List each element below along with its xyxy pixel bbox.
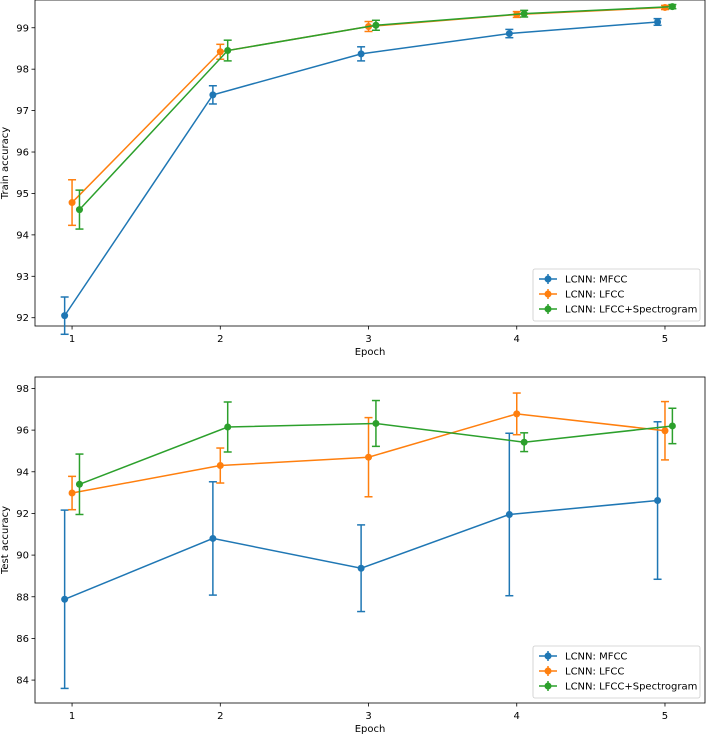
legend-entry: LCNN: MFCC bbox=[565, 652, 627, 663]
y-tick-label: 90 bbox=[16, 551, 29, 562]
x-axis-label: Epoch bbox=[355, 724, 386, 734]
series-1 bbox=[68, 3, 669, 227]
legend: LCNN: MFCC LCNN: LFCC LCNN: LFCC+Spectrogr… bbox=[532, 645, 701, 699]
x-tick-label: 3 bbox=[365, 334, 371, 345]
data-point bbox=[216, 48, 224, 56]
data-point bbox=[505, 510, 513, 518]
data-point bbox=[654, 18, 662, 26]
data-point bbox=[216, 462, 224, 470]
x-tick-label: 1 bbox=[69, 711, 75, 722]
x-tick-label: 5 bbox=[662, 711, 668, 722]
y-tick-label: 94 bbox=[16, 230, 29, 241]
x-axis-label: Epoch bbox=[355, 347, 386, 358]
x-tick-label: 4 bbox=[514, 334, 520, 345]
train-accuracy-panel: 92 93 94 95 96 97 98 99 1 2 3 4 5 Epoch Train accuracy… bbox=[0, 0, 706, 358]
x-tick-label: 2 bbox=[217, 334, 223, 345]
y-tick-label: 98 bbox=[16, 384, 29, 395]
legend: LCNN: MFCC LCNN: LFCC LCNN: LFCC+Spectrogr… bbox=[532, 268, 701, 322]
y-tick-label: 96 bbox=[16, 148, 29, 159]
legend-swatch-marker bbox=[544, 275, 552, 283]
x-tick-label: 2 bbox=[217, 711, 223, 722]
data-point bbox=[209, 534, 217, 542]
y-tick-label: 99 bbox=[16, 23, 29, 34]
legend-entry: LCNN: LFCC+Spectrogram bbox=[565, 305, 697, 316]
y-axis-label: Test accuracy bbox=[0, 506, 11, 575]
data-point bbox=[372, 21, 380, 29]
series-2 bbox=[75, 399, 677, 516]
data-point bbox=[224, 423, 232, 431]
legend-entry: LCNN: MFCC bbox=[565, 275, 627, 286]
legend-entry: LCNN: LFCC+Spectrogram bbox=[565, 682, 697, 693]
legend-swatch-marker bbox=[544, 290, 552, 298]
x-tick-label: 1 bbox=[69, 334, 75, 345]
data-point bbox=[357, 50, 365, 58]
data-point bbox=[661, 427, 669, 435]
data-point bbox=[520, 10, 528, 18]
y-tick-label: 84 bbox=[16, 676, 29, 687]
y-axis-label: Train accuracy bbox=[0, 127, 11, 200]
series-line bbox=[78, 5, 673, 211]
data-point bbox=[75, 206, 83, 214]
data-point bbox=[505, 30, 513, 38]
legend-box bbox=[532, 645, 701, 699]
data-point bbox=[520, 438, 528, 446]
y-tick-label: 95 bbox=[16, 189, 29, 200]
legend-swatch-marker bbox=[544, 667, 552, 675]
data-point bbox=[365, 453, 373, 461]
test-accuracy-panel: 84 86 88 90 92 94 96 98 1 2 3 4 5 Epoch Test accuracy L… bbox=[0, 376, 706, 734]
y-tick-label: 92 bbox=[16, 509, 29, 520]
data-point bbox=[209, 91, 217, 99]
x-tick-label: 4 bbox=[514, 711, 520, 722]
y-tick-label: 96 bbox=[16, 426, 29, 437]
data-point bbox=[75, 480, 83, 488]
data-point bbox=[668, 422, 676, 430]
data-point bbox=[654, 497, 662, 505]
axes-frame bbox=[34, 376, 706, 704]
legend-entry: LCNN: LFCC bbox=[565, 667, 624, 678]
legend-swatch-marker bbox=[544, 652, 552, 660]
data-point bbox=[357, 564, 365, 572]
series-0 bbox=[60, 421, 662, 690]
data-point bbox=[668, 3, 676, 11]
y-tick-label: 93 bbox=[16, 272, 29, 283]
data-point bbox=[61, 312, 69, 320]
series-2 bbox=[75, 3, 677, 230]
series-0 bbox=[60, 17, 662, 336]
y-tick-label: 97 bbox=[16, 106, 29, 117]
data-point bbox=[68, 489, 76, 497]
series-1 bbox=[68, 392, 669, 511]
axes-frame bbox=[34, 0, 706, 327]
legend-entry: LCNN: LFCC bbox=[565, 290, 624, 301]
y-tick-label: 86 bbox=[16, 634, 29, 645]
data-point bbox=[61, 595, 69, 603]
legend-swatch-marker bbox=[544, 682, 552, 690]
y-tick-label: 92 bbox=[16, 313, 29, 324]
x-tick-label: 3 bbox=[365, 711, 371, 722]
data-point bbox=[68, 199, 76, 207]
x-tick-label: 5 bbox=[662, 334, 668, 345]
y-tick-label: 88 bbox=[16, 592, 29, 603]
legend-box bbox=[532, 268, 701, 322]
data-point bbox=[224, 47, 232, 55]
y-tick-label: 98 bbox=[16, 65, 29, 76]
data-point bbox=[513, 410, 521, 418]
y-tick-label: 94 bbox=[16, 467, 29, 478]
data-point bbox=[372, 419, 380, 427]
legend-swatch-marker bbox=[544, 305, 552, 313]
